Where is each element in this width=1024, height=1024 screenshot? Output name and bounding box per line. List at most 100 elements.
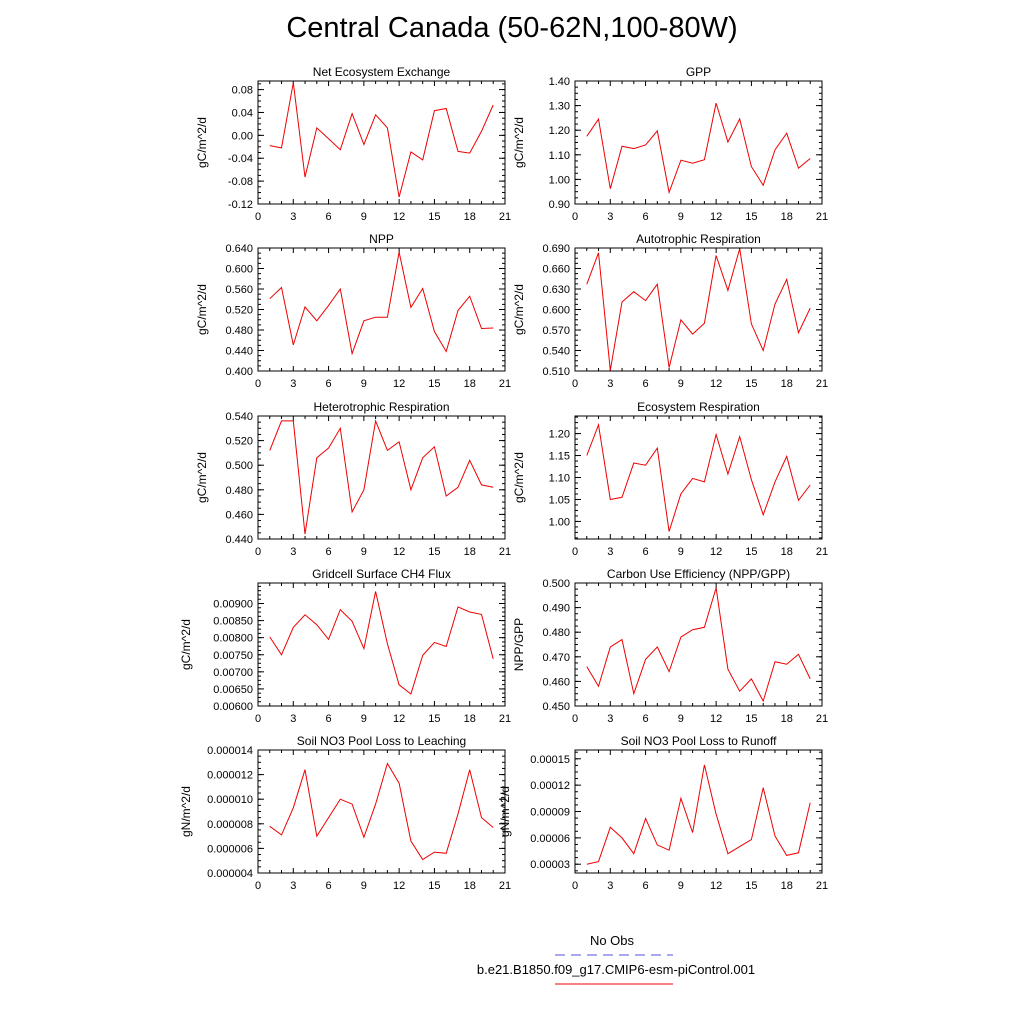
panel-2-xtick-label: 3 bbox=[290, 378, 296, 390]
panel-7-frame bbox=[574, 582, 823, 707]
panel-7-xtick-label: 21 bbox=[816, 713, 828, 725]
panel-2-title: NPP bbox=[369, 232, 394, 246]
panel-9-xtick-label: 0 bbox=[572, 880, 578, 892]
panel-1-ytick-label: 1.10 bbox=[549, 150, 570, 162]
panel-8-ytick-label: 0.000014 bbox=[207, 745, 253, 757]
panel-8-xtick-label: 21 bbox=[499, 880, 511, 892]
panel-0-xtick-label: 18 bbox=[464, 211, 476, 223]
legend-case-label: b.e21.B1850.f09_g17.CMIP6-esm-piControl.… bbox=[476, 962, 756, 977]
panel-3-title: Autotrophic Respiration bbox=[636, 232, 761, 246]
panel-2-ytick-label: 0.560 bbox=[225, 284, 253, 296]
legend-obs-label: No Obs bbox=[589, 933, 635, 948]
panel-2-ytick-label: 0.440 bbox=[225, 346, 253, 358]
panel-5-ytick-label: 1.00 bbox=[549, 516, 570, 528]
panel-3-xtick-label: 6 bbox=[643, 378, 649, 390]
panel-9-xtick-label: 9 bbox=[678, 880, 684, 892]
panel-1-title: GPP bbox=[686, 65, 711, 79]
panel-8-ytick-label: 0.000008 bbox=[207, 819, 253, 831]
panel-1-ytick-label: 0.90 bbox=[549, 199, 570, 211]
panel-5-title: Ecosystem Respiration bbox=[637, 400, 760, 414]
panel-6-xtick-label: 3 bbox=[290, 713, 296, 725]
panel-7-title: Carbon Use Efficiency (NPP/GPP) bbox=[607, 567, 790, 581]
panel-0-ylabel: gC/m^2/d bbox=[195, 117, 209, 168]
panel-3-ytick-label: 0.600 bbox=[542, 305, 570, 317]
panel-0-xtick-label: 21 bbox=[499, 211, 511, 223]
panel-5-ylabel: gC/m^2/d bbox=[512, 452, 526, 503]
panel-5-ytick-label: 1.15 bbox=[549, 451, 570, 463]
panel-5-ytick-label: 1.20 bbox=[549, 429, 570, 441]
panel-9-ytick-label: 0.00012 bbox=[530, 780, 570, 792]
panel-8-ytick-label: 0.000006 bbox=[207, 843, 253, 855]
panel-1-series-line bbox=[586, 102, 811, 195]
panel-9-xtick-label: 21 bbox=[816, 880, 828, 892]
panel-3-xtick-label: 3 bbox=[607, 378, 613, 390]
panel-7-ytick-label: 0.500 bbox=[542, 578, 570, 590]
panel-7-xtick-label: 6 bbox=[643, 713, 649, 725]
panel-0-series-line bbox=[269, 82, 494, 198]
panel-7-ytick-label: 0.450 bbox=[542, 701, 570, 713]
panel-1-xtick-label: 18 bbox=[781, 211, 793, 223]
figure-title: Central Canada (50-62N,100-80W) bbox=[286, 12, 738, 44]
panel-8-xtick-label: 18 bbox=[464, 880, 476, 892]
panel-3-ytick-label: 0.630 bbox=[542, 284, 570, 296]
panel-0-ytick-label: 0.08 bbox=[232, 85, 253, 97]
panel-5-series-line bbox=[586, 422, 811, 532]
panel-5-xtick-label: 21 bbox=[816, 546, 828, 558]
panel-4-series-line bbox=[269, 419, 494, 535]
panel-7-series-line bbox=[586, 587, 811, 703]
panel-2-frame bbox=[257, 247, 506, 372]
panel-4-ytick-label: 0.480 bbox=[225, 485, 253, 497]
panel-4-ylabel: gC/m^2/d bbox=[195, 452, 209, 503]
panel-6-ylabel: gC/m^2/d bbox=[179, 619, 193, 670]
panel-2-ytick-label: 0.640 bbox=[225, 243, 253, 255]
panel-1-ylabel: gC/m^2/d bbox=[512, 117, 526, 168]
panel-4-ytick-label: 0.540 bbox=[225, 411, 253, 423]
panel-7-xtick-label: 18 bbox=[781, 713, 793, 725]
panel-4-xtick-label: 9 bbox=[361, 546, 367, 558]
panel-9-xtick-label: 15 bbox=[745, 880, 757, 892]
panel-4-ytick-label: 0.520 bbox=[225, 436, 253, 448]
panel-0-ytick-label: -0.12 bbox=[228, 199, 253, 211]
panel-2-xtick-label: 6 bbox=[326, 378, 332, 390]
panel-8-title: Soil NO3 Pool Loss to Leaching bbox=[297, 734, 466, 748]
panel-6-ytick-label: 0.00750 bbox=[213, 650, 253, 662]
panel-4-title: Heterotrophic Respiration bbox=[313, 400, 449, 414]
panel-6-ytick-label: 0.00850 bbox=[213, 616, 253, 628]
panel-0-ytick-label: 0.00 bbox=[232, 130, 253, 142]
panel-5-xtick-label: 3 bbox=[607, 546, 613, 558]
panel-6-ytick-label: 0.00700 bbox=[213, 667, 253, 679]
panel-4-ytick-label: 0.460 bbox=[225, 509, 253, 521]
panel-8-xtick-label: 3 bbox=[290, 880, 296, 892]
panel-0-ytick-label: -0.04 bbox=[228, 153, 253, 165]
panel-2-xtick-label: 12 bbox=[393, 378, 405, 390]
panel-3-ylabel: gC/m^2/d bbox=[512, 284, 526, 335]
panel-0-ytick-label: -0.08 bbox=[228, 176, 253, 188]
panel-0-xtick-label: 0 bbox=[255, 211, 261, 223]
panel-2-xtick-label: 15 bbox=[428, 378, 440, 390]
panel-8-frame bbox=[257, 749, 506, 874]
panel-3-ytick-label: 0.570 bbox=[542, 325, 570, 337]
panel-9-title: Soil NO3 Pool Loss to Runoff bbox=[621, 734, 778, 748]
panel-9-ytick-label: 0.00015 bbox=[530, 754, 570, 766]
panel-9-ytick-label: 0.00003 bbox=[530, 859, 570, 871]
panel-8-ylabel: gN/m^2/d bbox=[179, 786, 193, 837]
panel-2-ytick-label: 0.480 bbox=[225, 325, 253, 337]
panel-1-xtick-label: 6 bbox=[643, 211, 649, 223]
panel-9-xtick-label: 3 bbox=[607, 880, 613, 892]
panel-8-series-line bbox=[269, 762, 494, 861]
panel-7-xtick-label: 3 bbox=[607, 713, 613, 725]
panel-6-series-line bbox=[269, 591, 494, 695]
panel-6-xtick-label: 6 bbox=[326, 713, 332, 725]
panel-9-ytick-label: 0.00009 bbox=[530, 807, 570, 819]
panel-6-xtick-label: 15 bbox=[428, 713, 440, 725]
panel-0-xtick-label: 15 bbox=[428, 211, 440, 223]
panel-0-title: Net Ecosystem Exchange bbox=[313, 65, 451, 79]
panel-4-ytick-label: 0.500 bbox=[225, 460, 253, 472]
panel-7-xtick-label: 9 bbox=[678, 713, 684, 725]
panel-6-xtick-label: 21 bbox=[499, 713, 511, 725]
panel-8-ytick-label: 0.000010 bbox=[207, 794, 253, 806]
panel-3-xtick-label: 18 bbox=[781, 378, 793, 390]
panel-5-xtick-label: 15 bbox=[745, 546, 757, 558]
panel-6-ytick-label: 0.00900 bbox=[213, 599, 253, 611]
